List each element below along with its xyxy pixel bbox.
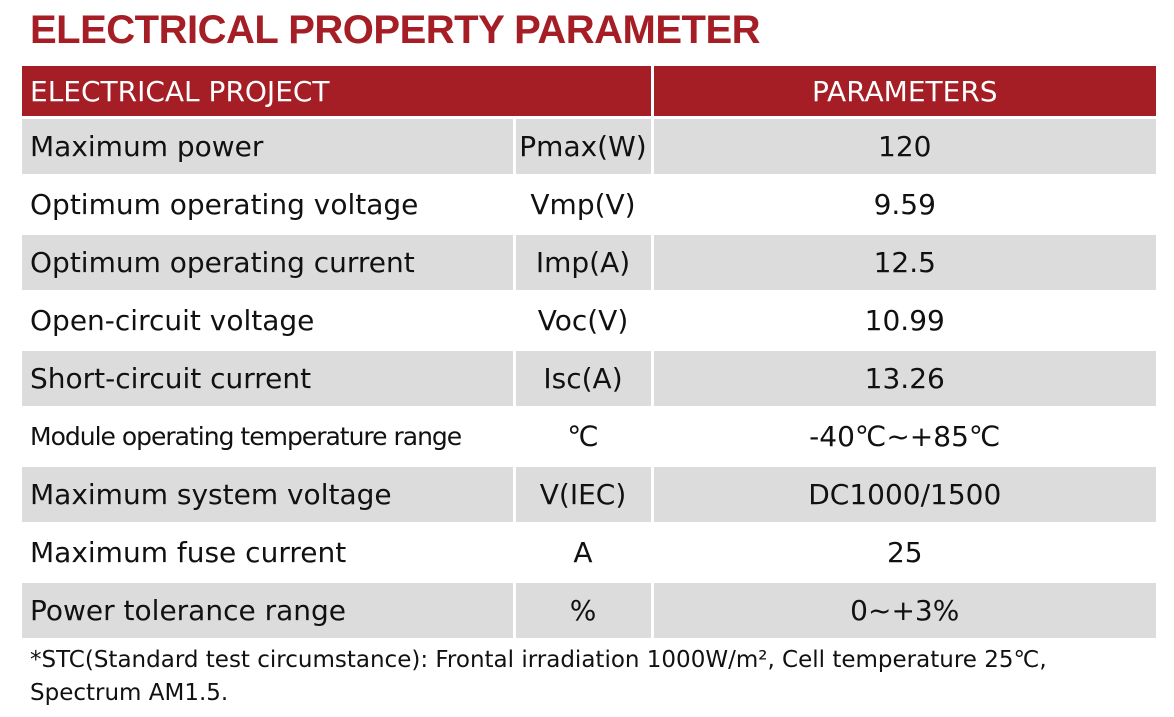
row: Optimum operating voltage Vmp(V) 9.59 [22,174,1156,234]
row: Short-circuit current Isc(A) 13.26 [22,348,1156,408]
cell: A [512,522,653,582]
row: Power tolerance range% 0~+3% [22,580,1156,638]
title: ELECTRICAL PROPERTY PARAMETER [30,8,761,52]
cell: Power tolerance range [22,580,514,638]
cell: 9.59 [650,174,1156,234]
table: ELECTRICAL PROJECT PARAMETERS Maximum po… [22,66,1156,638]
cell: DC1000/1500 [650,464,1156,524]
cell: Maximum power [22,116,514,176]
row: Module operating temperature range ℃ -40℃~… [22,406,1156,466]
cell: -40℃~+85℃ [650,406,1156,466]
row: Maximum fuse current A 25 [22,522,1156,582]
cell: 13.26 [650,348,1156,408]
cell: V(IEC) [512,464,653,524]
header-row: ELECTRICAL PROJECT PARAMETERS [22,66,1156,118]
cell: 0~+3% [650,580,1156,638]
row: Open-circuit voltage Voc(V) 10.99 [22,290,1156,350]
header-cell: ELECTRICAL PROJECT [22,66,653,118]
cell: Maximum system voltage [22,464,514,524]
cell: Isc(A) [512,348,653,408]
cell: Imp(A) [512,232,653,292]
row: Optimum operating current Imp(A) 12.5 [22,232,1156,292]
cell: Short-circuit current [22,348,514,408]
cell: 12.5 [650,232,1156,292]
cell: 120 [650,116,1156,176]
cell: Open-circuit voltage [22,290,514,350]
cell: Vmp(V) [512,174,653,234]
cell: Maximum fuse current [22,522,514,582]
cell: % [512,580,653,638]
row: Maximum power Pmax(W) 120 [22,116,1156,176]
cell: Voc(V) [512,290,653,350]
cell: Optimum operating current [22,232,514,292]
cell: Module operating temperature range [22,406,514,466]
cell: Pmax(W) [512,116,653,176]
footnote: *STC(Standard test circumstance): Fronta… [30,647,1047,706]
cell: 10.99 [650,290,1156,350]
cell: ℃ [512,406,653,466]
cell: Optimum operating voltage [22,174,514,234]
header-cell: PARAMETERS [650,66,1156,118]
row: Maximum system voltage V(IEC) DC1000/1500 [22,464,1156,524]
cell: 25 [650,522,1156,582]
